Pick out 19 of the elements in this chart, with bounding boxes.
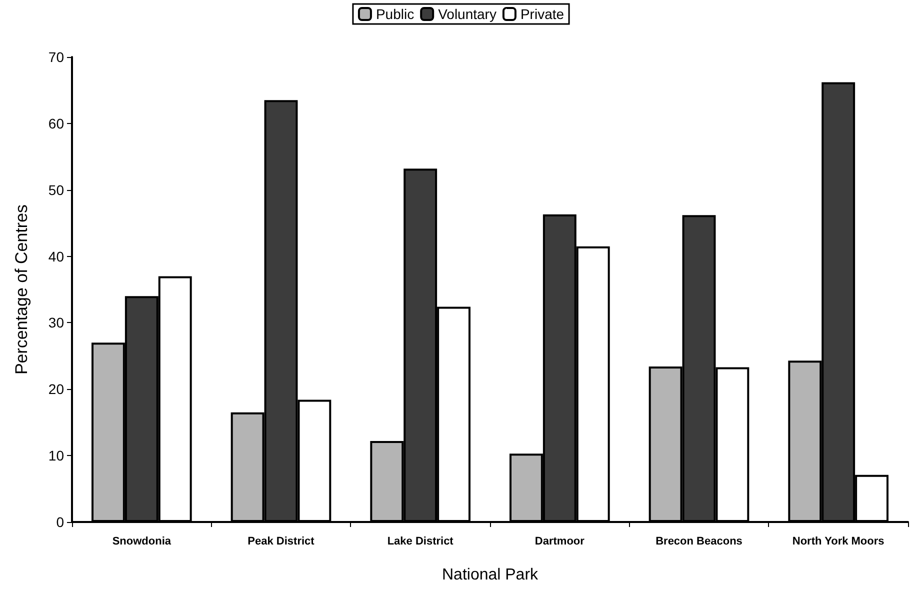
legend-label: Private (520, 6, 564, 22)
y-tick-label: 30 (48, 314, 64, 331)
x-tick-label: North York Moors (792, 536, 884, 548)
legend-label: Public (376, 6, 414, 22)
y-tick-label: 60 (48, 115, 64, 132)
x-tick-label: Snowdonia (112, 536, 172, 548)
x-tick-label: Peak District (248, 536, 315, 548)
x-axis-title: National Park (442, 566, 540, 584)
y-tick-label: 70 (48, 49, 64, 65)
y-tick-label: 50 (48, 182, 64, 198)
y-tick-label: 20 (48, 381, 64, 398)
legend-label: Voluntary (438, 6, 496, 22)
y-axis-title: Percentage of Centres (12, 204, 31, 375)
x-tick-label: Lake District (387, 536, 454, 548)
y-tick-label: 0 (56, 514, 64, 530)
x-tick-label: Brecon Beacons (656, 536, 742, 548)
x-tick-label: Dartmoor (534, 536, 586, 548)
y-tick-label: 10 (48, 448, 64, 464)
y-tick-label: 40 (48, 248, 64, 264)
